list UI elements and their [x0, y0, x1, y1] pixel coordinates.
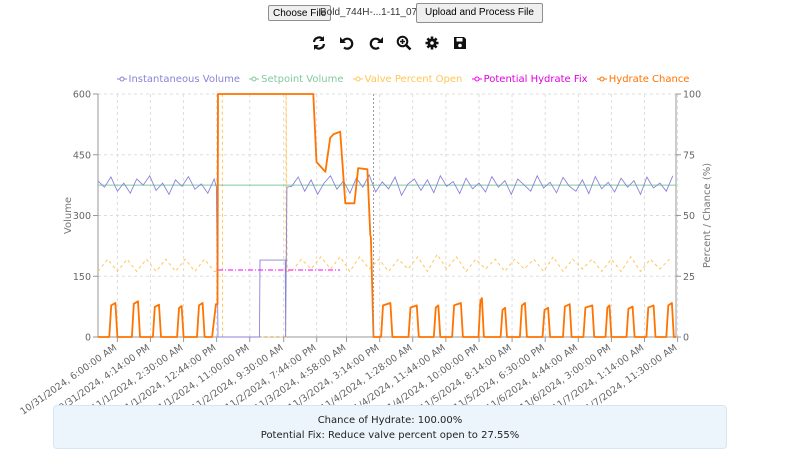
chart-legend: Instantaneous Volume Setpoint Volume Val… [0, 74, 806, 85]
y-left-tick-label: 450 [73, 150, 91, 161]
legend-label: Hydrate Chance [608, 74, 690, 85]
y-right-axis-label: Percent / Chance (%) [702, 163, 713, 268]
y-left-tick-label: 150 [73, 272, 91, 283]
save-icon[interactable] [452, 35, 468, 51]
series-hydrate-chance [98, 93, 676, 338]
legend-instantaneous-volume[interactable]: Instantaneous Volume [116, 74, 240, 85]
legend-label: Valve Percent Open [364, 74, 463, 85]
redo-icon[interactable] [368, 35, 384, 51]
series-valve-percent-open [97, 93, 670, 338]
zoom-in-icon[interactable] [396, 35, 412, 51]
y-left-axis-label: Volume [63, 197, 74, 234]
y-left-tick-label: 600 [73, 90, 91, 101]
refresh-icon[interactable] [311, 35, 327, 51]
file-upload-bar: Choose File Bold_744H-...1-11_07.csv Upl… [0, 3, 806, 23]
series-instantaneous-volume [97, 173, 674, 338]
legend-setpoint-volume[interactable]: Setpoint Volume [249, 74, 343, 85]
choose-file-button[interactable]: Choose File [268, 5, 332, 21]
legend-potential-hydrate-fix[interactable]: Potential Hydrate Fix [471, 74, 588, 85]
legend-valve-percent-open[interactable]: Valve Percent Open [352, 74, 463, 85]
grid [98, 93, 679, 338]
undo-icon[interactable] [339, 35, 355, 51]
selected-file-name: Bold_744H-...1-11_07.csv [320, 7, 435, 18]
y-right-tick-label: 100 [683, 90, 701, 101]
y-right-tick-label: 50 [683, 211, 695, 222]
legend-hydrate-chance[interactable]: Hydrate Chance [596, 74, 690, 85]
y-right-tick-label: 25 [683, 272, 695, 283]
gear-icon[interactable] [424, 35, 440, 51]
y-left-tick-label: 0 [85, 333, 91, 344]
legend-label: Instantaneous Volume [128, 74, 240, 85]
legend-label: Setpoint Volume [261, 74, 344, 85]
potential-fix-text: Potential Fix: Reduce valve percent open… [260, 430, 520, 441]
y-left-tick-label: 300 [73, 211, 91, 222]
y-right-tick-label: 0 [683, 333, 689, 344]
hydrate-chance-text: Chance of Hydrate: 100.00% [317, 415, 463, 426]
y-right-tick-label: 75 [683, 150, 695, 161]
legend-label: Potential Hydrate Fix [483, 74, 588, 85]
hydrate-result-panel: Chance of Hydrate: 100.00% Potential Fix… [53, 405, 727, 449]
chart-toolbar [0, 35, 806, 53]
upload-and-process-button[interactable]: Upload and Process File [416, 3, 543, 23]
